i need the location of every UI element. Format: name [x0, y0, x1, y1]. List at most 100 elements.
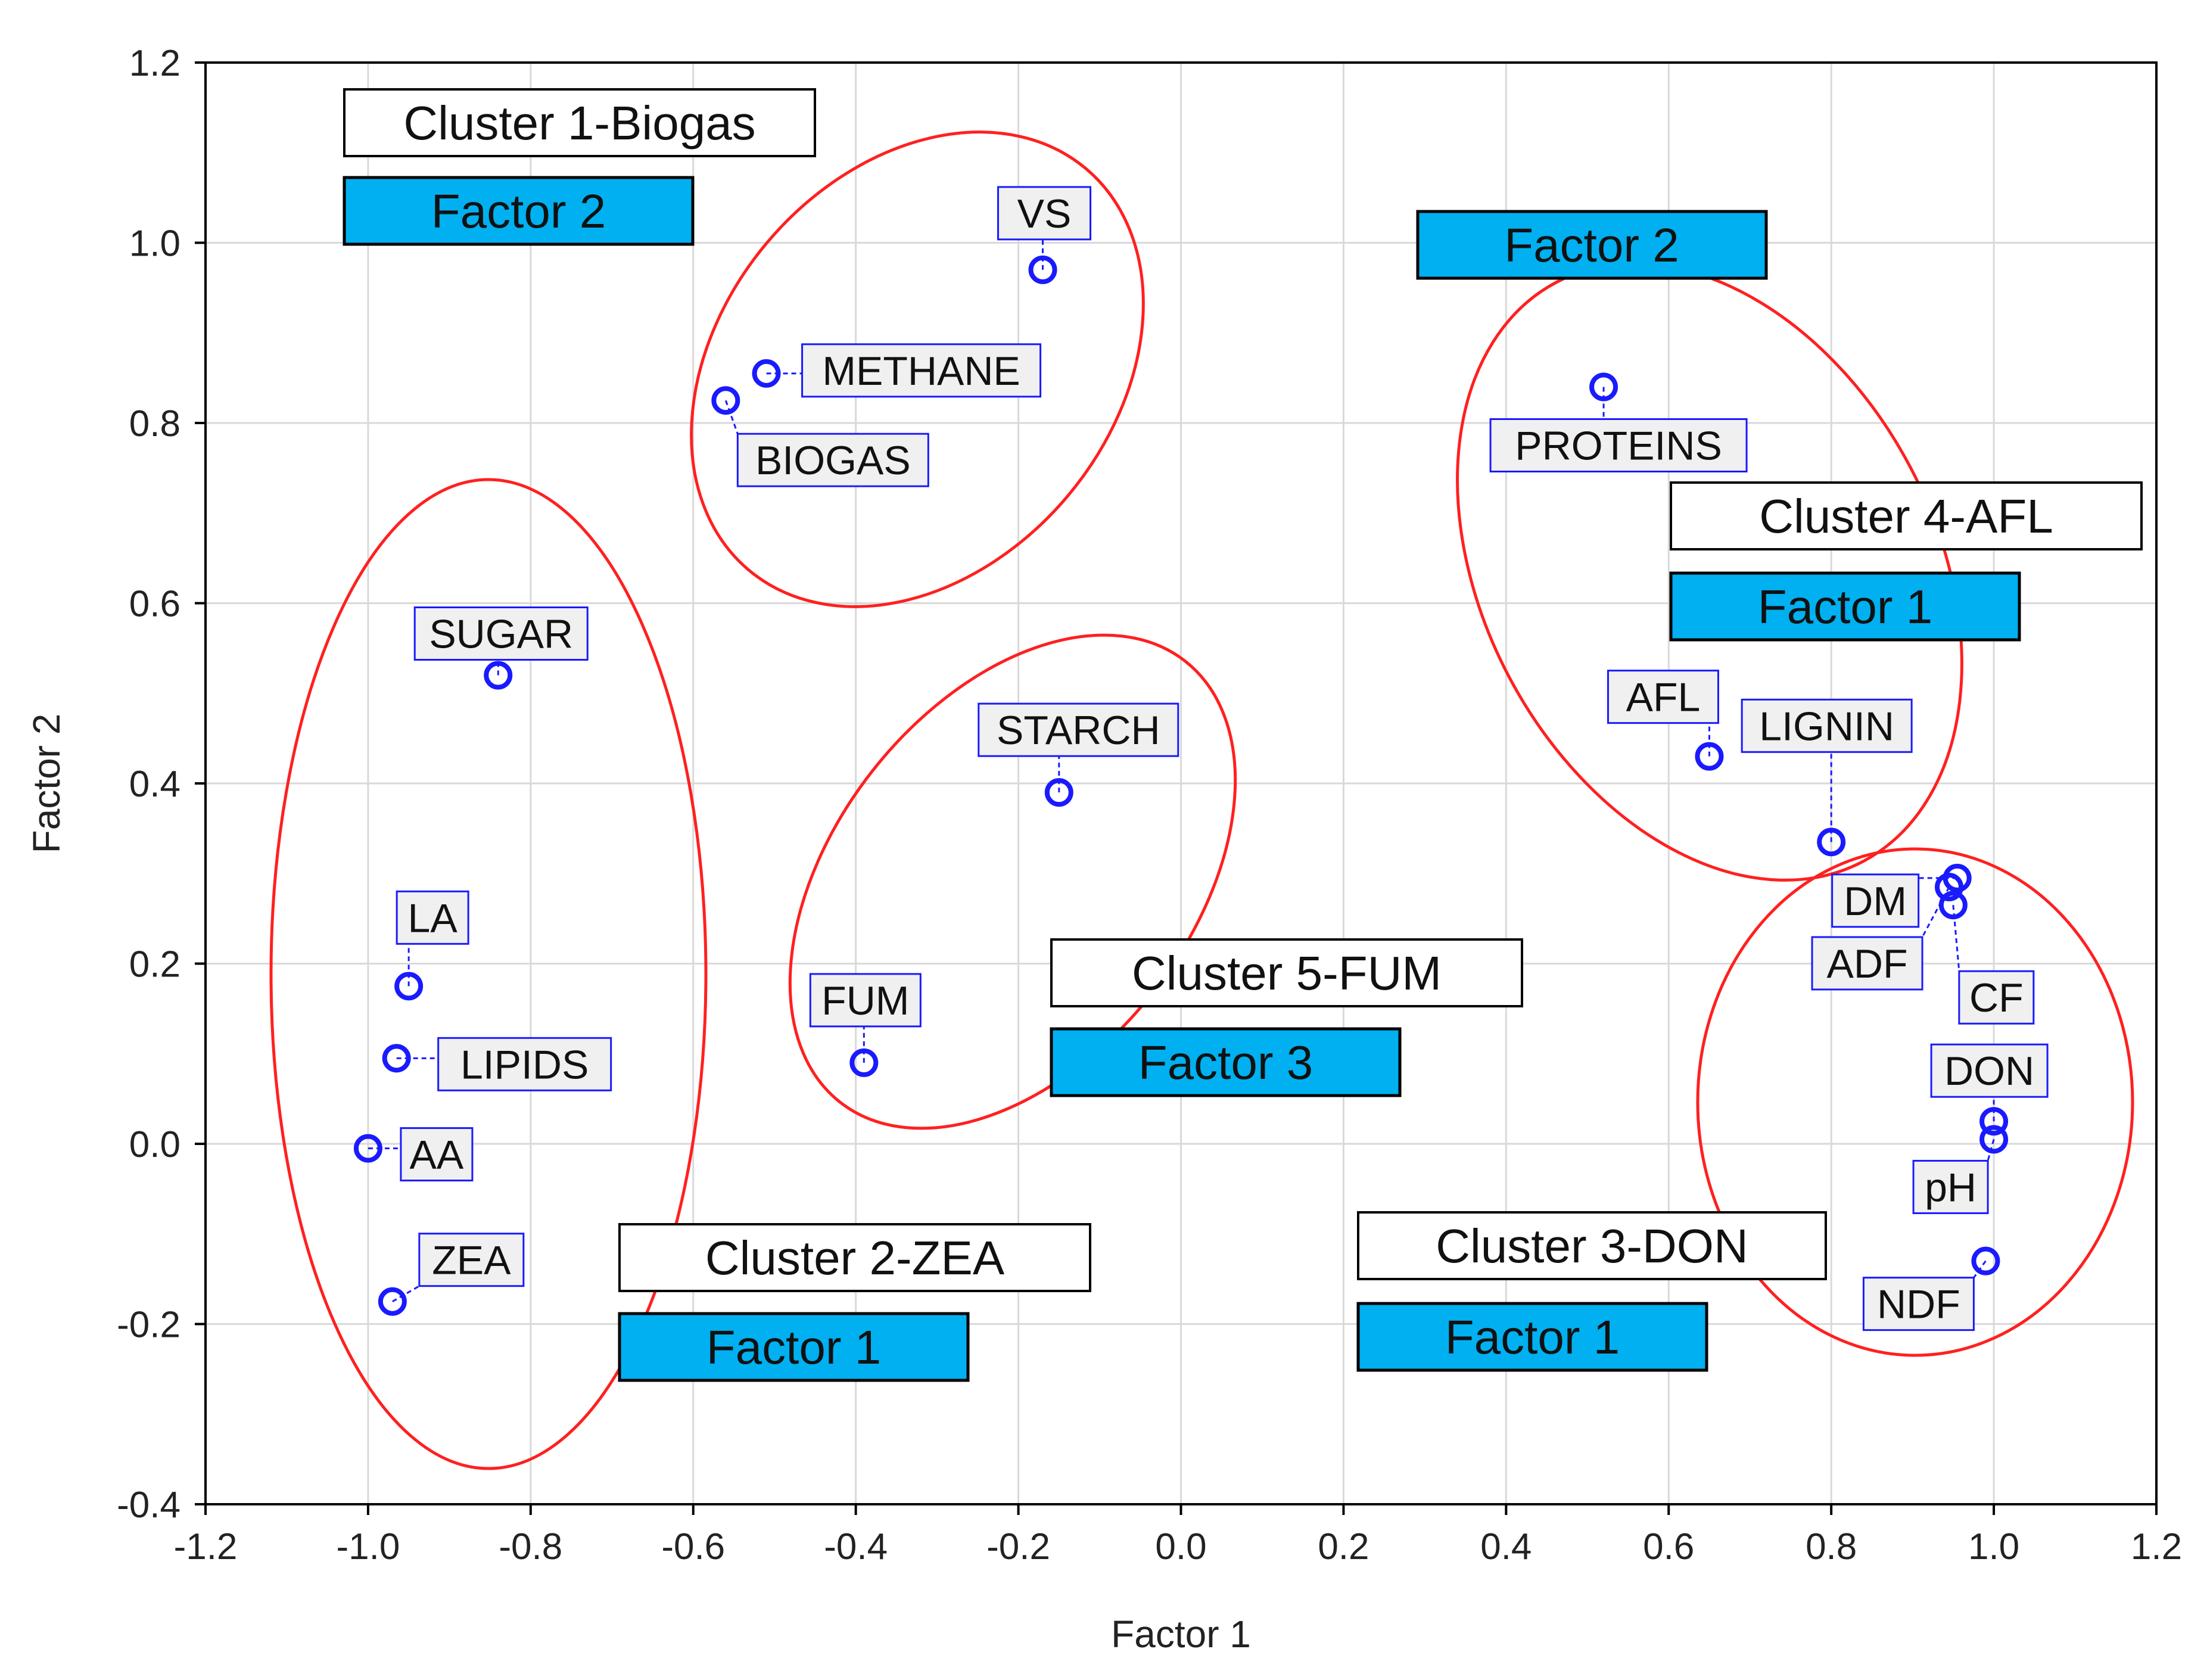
point-lignin	[1817, 827, 1846, 857]
point-lipids	[382, 1044, 411, 1073]
label-lignin: LIGNIN	[1759, 704, 1894, 749]
point-zea	[378, 1287, 407, 1316]
point-ph	[1979, 1125, 2009, 1154]
label-don: DON	[1944, 1049, 2034, 1094]
cluster-3-don-factor-box	[1356, 1302, 1708, 1372]
x-tick-label: -0.2	[986, 1526, 1050, 1567]
cluster-5-fum-name: Cluster 5-FUM	[1132, 947, 1442, 1000]
point-la	[394, 972, 424, 1001]
label-dm: DM	[1844, 879, 1907, 924]
label-starch: STARCH	[997, 708, 1160, 753]
label-box-cf	[1958, 970, 2035, 1025]
y-tick-label: -0.4	[117, 1485, 180, 1526]
ellipse-cluster-3	[1696, 847, 2134, 1357]
label-lipids: LIPIDS	[460, 1042, 589, 1087]
ellipse-cluster-2	[269, 478, 708, 1470]
label-box-ndf	[1862, 1277, 1975, 1331]
y-axis-title: Factor 2	[25, 714, 68, 854]
axes: -1.2 -1.0 -0.8 -0.6 -0.4 -0.2 0.0 0.2 0.4 0.6 0.8 1…	[117, 43, 2182, 1567]
label-box-sugar	[413, 606, 589, 661]
x-tick-label: 0.8	[1806, 1526, 1857, 1567]
label-box-aa	[400, 1127, 474, 1182]
y-tick-label: 0.4	[129, 764, 180, 805]
label-la: LA	[408, 895, 458, 941]
x-tick-label: 0.2	[1318, 1526, 1369, 1567]
point-aa	[353, 1134, 382, 1163]
cluster-4-afl-name: Cluster 4-AFL	[1759, 490, 2053, 543]
y-tick-label: 1.0	[129, 223, 180, 265]
cluster-3-don-factor: Factor 1	[1445, 1311, 1620, 1364]
point-biogas	[711, 386, 740, 415]
label-methane: METHANE	[822, 349, 1020, 394]
label-afl: AFL	[1626, 675, 1701, 720]
ellipse-cluster-4	[1456, 262, 1963, 882]
x-tick-label: 1.2	[2131, 1526, 2182, 1567]
y-tick-label: 0.8	[129, 403, 180, 444]
x-tick-label: -1.2	[174, 1526, 238, 1567]
x-tick-label: 0.6	[1643, 1526, 1694, 1567]
cluster-2-zea-name: Cluster 2-ZEA	[705, 1231, 1005, 1284]
cluster-4-afl-factor-box	[1669, 571, 2021, 642]
y-tick-label: 0.0	[129, 1124, 180, 1165]
label-box-biogas	[736, 433, 929, 487]
label-ph: pH	[1925, 1165, 1976, 1210]
cluster-legend-boxes: Cluster 1-Biogas Factor 2 Cluster 2-ZEA Fac…	[343, 88, 2143, 1382]
label-box-adf	[1811, 936, 1923, 991]
label-box-afl	[1607, 670, 1719, 724]
cluster-2-zea-factor-box	[618, 1312, 970, 1382]
cluster-5-fum-name-box	[1050, 938, 1523, 1007]
cluster-3-don-name-box	[1357, 1211, 1827, 1280]
data-points	[353, 255, 2009, 1316]
point-methane	[752, 359, 781, 388]
label-zea: ZEA	[432, 1238, 511, 1283]
x-tick-label: 0.0	[1155, 1526, 1206, 1567]
point-fum	[849, 1048, 879, 1077]
x-tick-label: 0.4	[1480, 1526, 1532, 1567]
label-sugar: SUGAR	[429, 612, 573, 657]
label-aa: AA	[410, 1133, 464, 1178]
y-tick-label: 0.2	[129, 944, 180, 985]
leader-biogas	[724, 400, 739, 434]
label-box-starch	[978, 702, 1179, 757]
label-box-vs	[997, 186, 1092, 241]
cluster-5-fum-factor-box	[1050, 1027, 1402, 1097]
x-tick-label: -0.6	[661, 1526, 725, 1567]
point-proteins	[1589, 372, 1618, 402]
cluster-1-biogas-factor: Factor 2	[431, 185, 606, 238]
leader-zea	[392, 1285, 420, 1302]
label-box-fum	[809, 973, 922, 1028]
label-vs: VS	[1017, 191, 1072, 237]
label-box-proteins	[1489, 418, 1748, 472]
label-biogas: BIOGAS	[755, 438, 911, 483]
label-box-lignin	[1741, 698, 1913, 753]
point-afl	[1695, 742, 1724, 771]
cluster-2-zea-name-box	[618, 1223, 1091, 1292]
label-box-don	[1930, 1043, 2049, 1098]
label-box-la	[396, 890, 469, 945]
cluster-1-biogas-factor-box	[343, 176, 695, 246]
label-cf: CF	[1969, 975, 2024, 1021]
label-box-zea	[418, 1233, 525, 1287]
y-tick-label: 1.2	[129, 43, 180, 84]
point-labels: VS METHANE BIOGAS SUGAR LA LIPIDS AA ZEA STARCH F…	[396, 186, 2049, 1331]
label-ndf: NDF	[1877, 1282, 1960, 1327]
point-sugar	[484, 661, 513, 690]
x-axis-title: Factor 1	[1111, 1613, 1251, 1656]
y-tick-label: -0.2	[117, 1305, 180, 1346]
point-don	[1979, 1107, 2009, 1136]
cluster-4-factor-2: Factor 2	[1504, 219, 1679, 272]
label-box-ph	[1912, 1159, 1989, 1214]
point-cf	[1938, 891, 1968, 920]
y-tick-label: 0.6	[129, 584, 180, 625]
label-proteins: PROTEINS	[1515, 424, 1722, 469]
label-box-methane	[801, 343, 1042, 398]
point-vs	[1028, 255, 1057, 284]
label-adf: ADF	[1827, 941, 1908, 987]
label-box-dm	[1831, 873, 1920, 928]
cluster-1-biogas-name-box	[343, 88, 816, 157]
cluster-4-factor-2-box	[1416, 210, 1768, 280]
cluster-4-afl-factor: Factor 1	[1758, 580, 1932, 633]
point-starch	[1044, 778, 1073, 807]
